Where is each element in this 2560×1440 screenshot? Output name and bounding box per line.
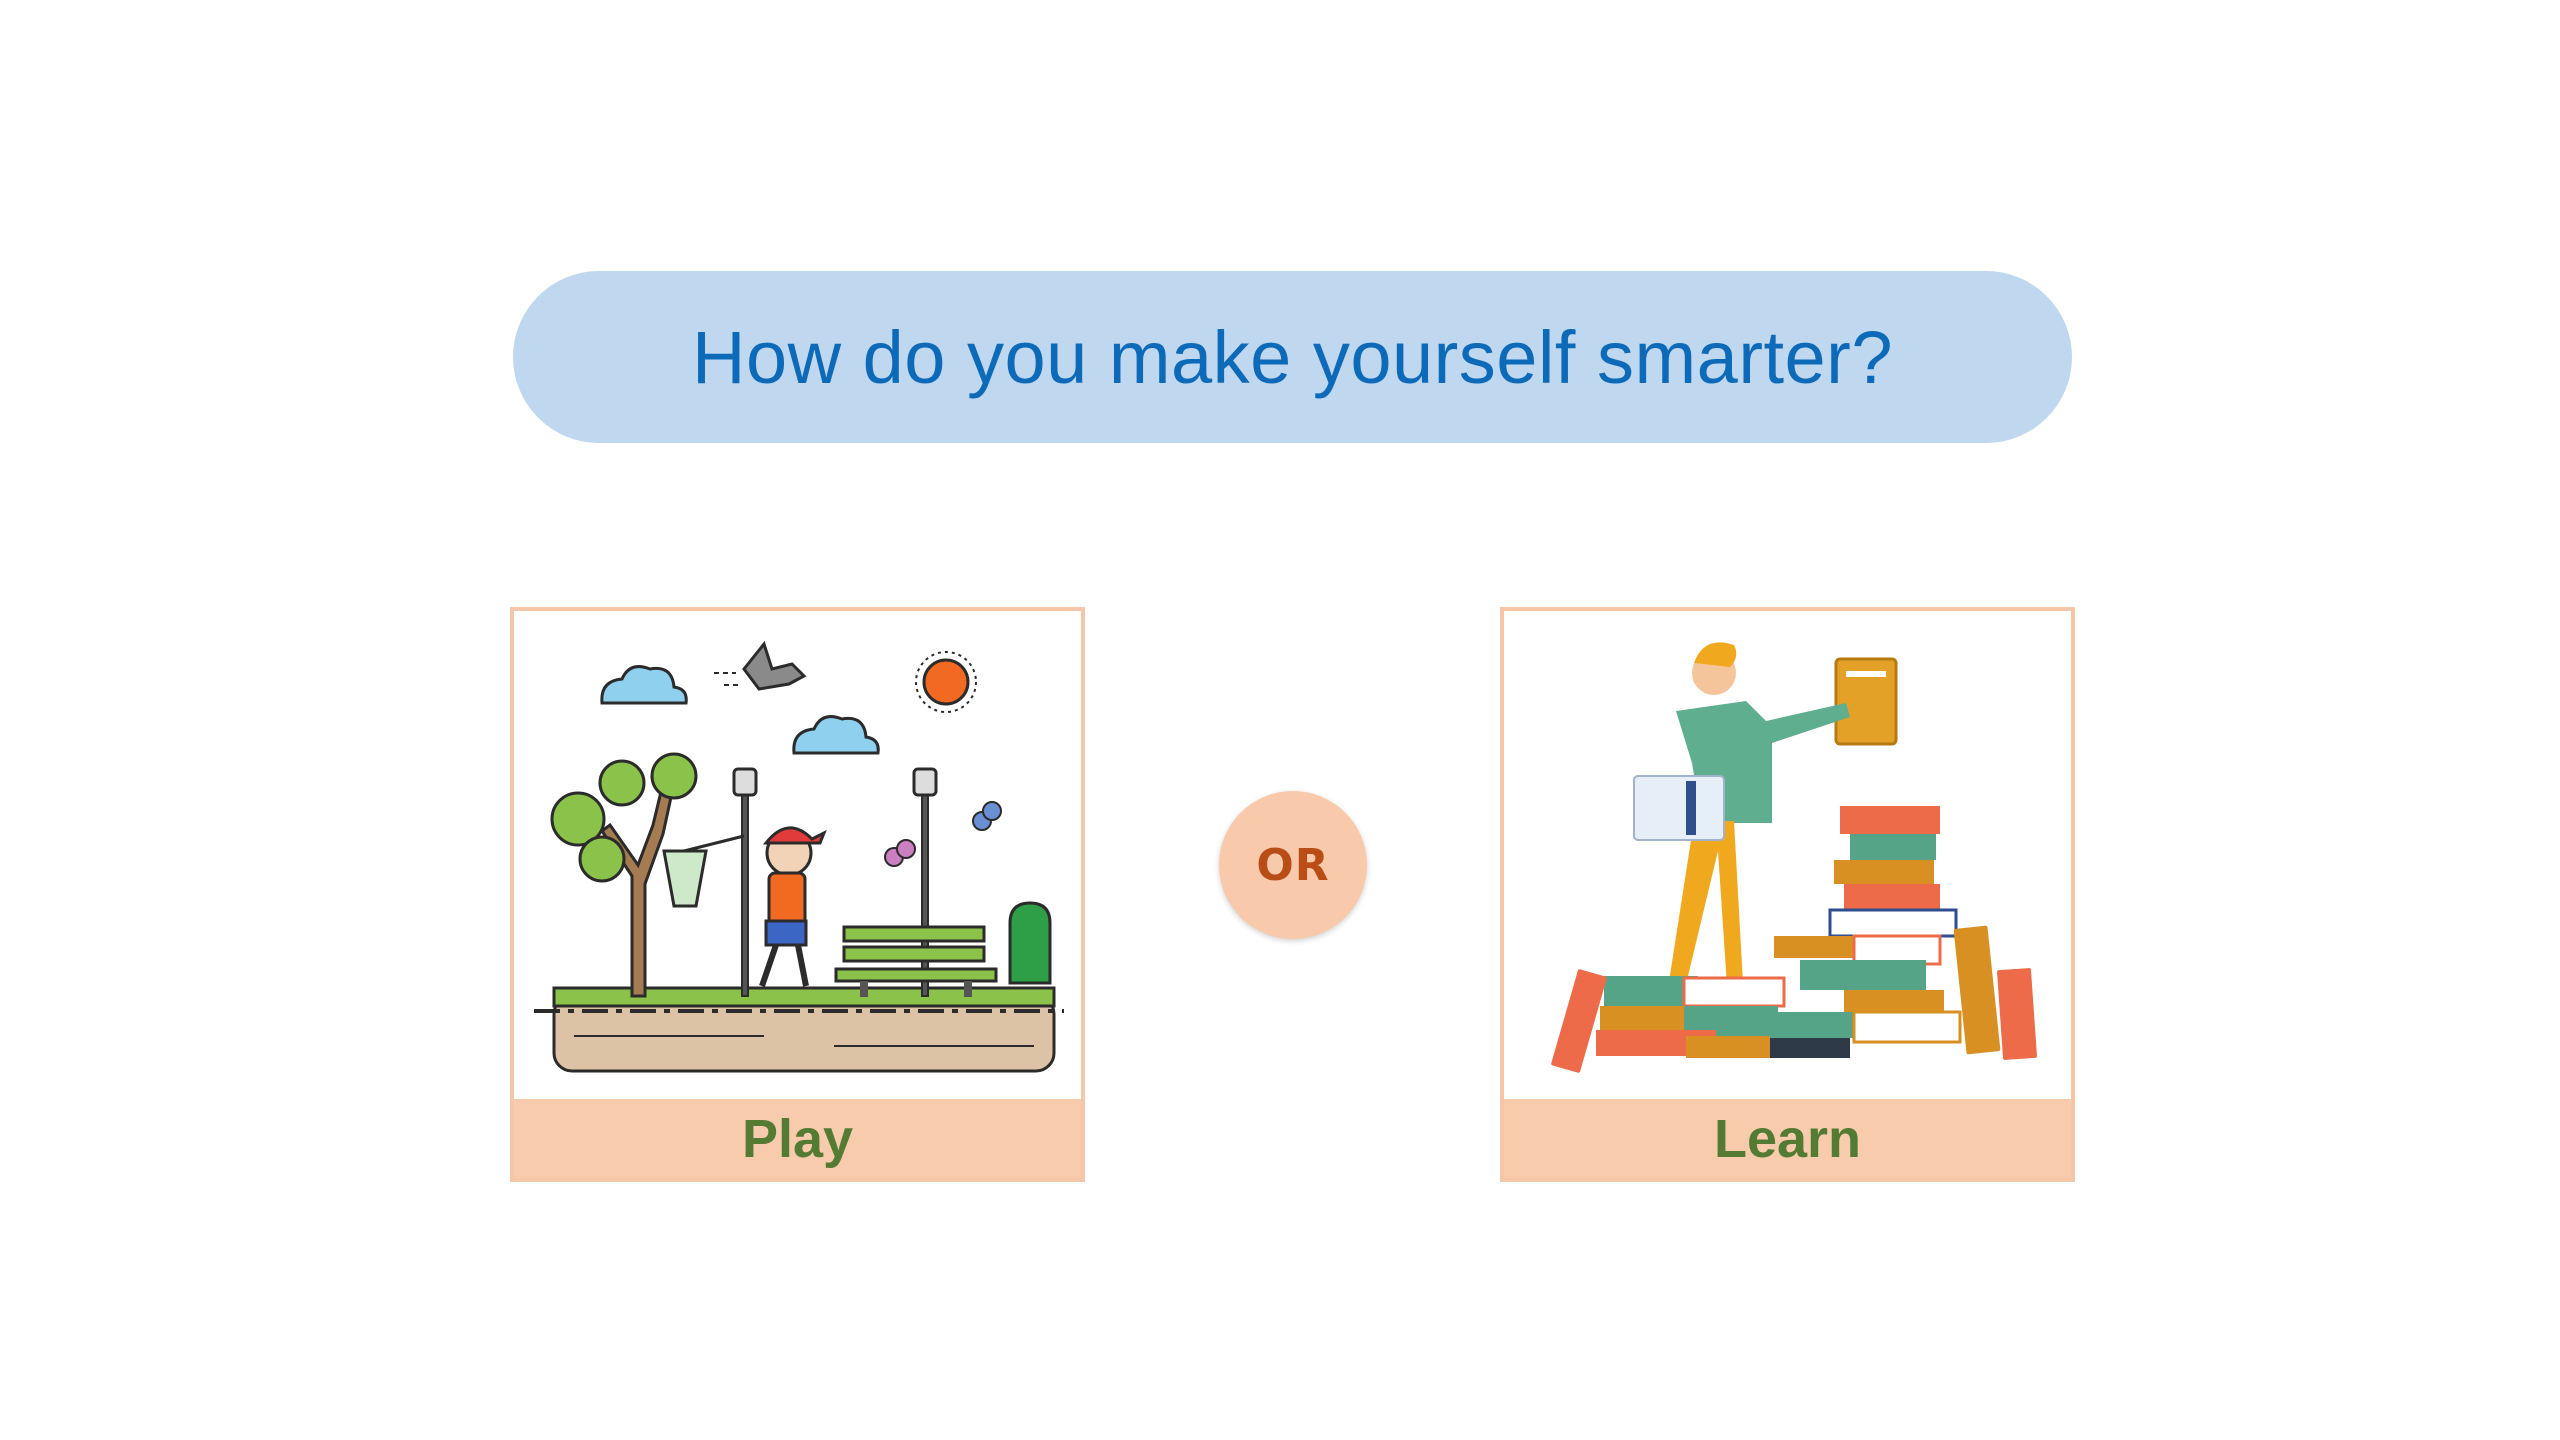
sun-icon bbox=[915, 651, 977, 713]
bench-icon bbox=[834, 925, 998, 997]
child-in-park-illustration bbox=[534, 640, 1064, 1073]
cloud-icon bbox=[600, 665, 688, 705]
book-stack-icon bbox=[1764, 806, 2037, 1060]
lamp-post-icon bbox=[912, 767, 938, 997]
or-divider: OR bbox=[1219, 791, 1367, 939]
lamp-post-icon bbox=[732, 767, 758, 997]
person-with-books-illustration bbox=[1551, 642, 2037, 1073]
play-option-card[interactable]: Play bbox=[510, 607, 1085, 1182]
play-label-bar: Play bbox=[514, 1099, 1081, 1178]
book-icon bbox=[1834, 657, 1898, 746]
question-banner: How do you make yourself smarter? bbox=[513, 271, 2072, 443]
learn-label: Learn bbox=[1713, 1108, 1862, 1169]
question-text: How do you make yourself smarter? bbox=[692, 315, 1893, 399]
learn-option-card[interactable]: Learn bbox=[1500, 607, 2075, 1182]
person-figure bbox=[1633, 642, 1850, 1001]
book-stack-icon bbox=[1551, 969, 1786, 1073]
play-label: Play bbox=[741, 1108, 854, 1169]
or-text: OR bbox=[1256, 839, 1330, 891]
cloud-icon bbox=[792, 715, 880, 755]
butterfly-icon bbox=[972, 801, 1002, 831]
trash-bin-icon bbox=[1008, 901, 1052, 985]
butterfly-icon bbox=[884, 839, 916, 867]
bird-icon bbox=[714, 640, 807, 691]
child-figure bbox=[662, 826, 827, 987]
park-ground bbox=[534, 986, 1064, 1073]
tree-icon bbox=[550, 752, 698, 998]
learn-label-bar: Learn bbox=[1504, 1099, 2071, 1178]
